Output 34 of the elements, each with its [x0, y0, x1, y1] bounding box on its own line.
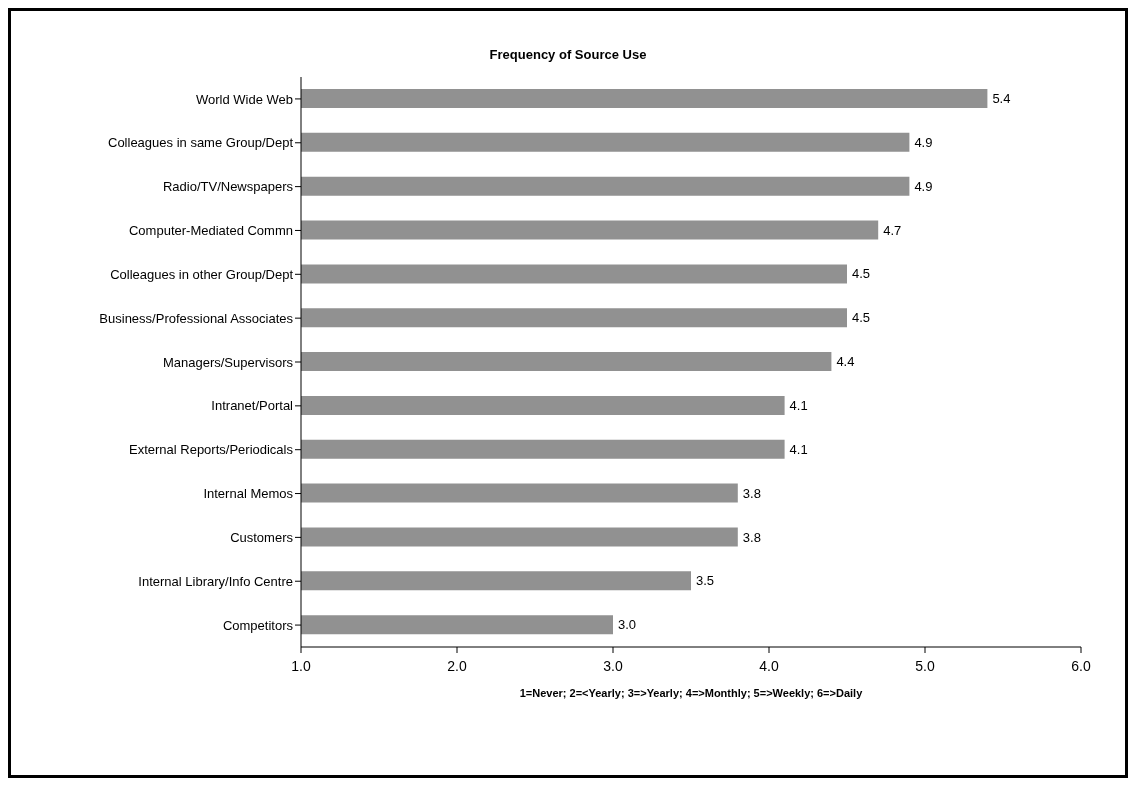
y-tick-label: External Reports/Periodicals — [128, 442, 294, 458]
data-label: 3.8 — [742, 529, 761, 545]
x-tick-label: 1.0 — [291, 657, 311, 674]
data-label: 4.9 — [914, 178, 933, 194]
data-label: 4.4 — [836, 354, 855, 370]
data-label: 5.4 — [992, 91, 1011, 107]
data-label: 3.0 — [618, 617, 637, 633]
x-tick-label: 5.0 — [915, 657, 935, 674]
y-tick-label: Customers — [230, 530, 294, 545]
data-label: 4.1 — [789, 441, 808, 457]
y-tick-label: Business/Professional Associates — [99, 310, 294, 326]
y-tick-label: Managers/Supervisors — [162, 354, 294, 370]
y-tick-label: Competitors — [222, 617, 294, 633]
x-tick-label: 4.0 — [759, 657, 779, 674]
data-label: 4.7 — [883, 222, 902, 238]
y-tick-label: Colleagues in other Group/Dept — [110, 266, 294, 282]
y-tick-label: World Wide Web — [195, 91, 293, 107]
y-tick-label: Colleagues in same Group/Dept — [108, 135, 294, 151]
data-label: 4.5 — [852, 266, 871, 282]
x-tick-label: 3.0 — [603, 657, 623, 674]
data-label: 4.9 — [914, 134, 933, 150]
y-tick-label: Radio/TV/Newspapers — [162, 179, 294, 195]
y-tick-label: Internal Memos — [203, 486, 294, 502]
data-label: 4.5 — [852, 310, 871, 326]
data-label: 3.8 — [742, 485, 761, 501]
y-tick-label: Internal Library/Info Centre — [138, 573, 293, 589]
x-axis-title: 1=Never; 2=<Yearly; 3=>Yearly; 4=>Monthly; 5=>Weekly; 6=>Daily — [519, 687, 864, 699]
y-tick-label: Computer-Mediated Commn — [128, 223, 293, 239]
x-tick-label: 6.0 — [1071, 657, 1091, 674]
x-tick-label: 2.0 — [447, 657, 467, 674]
data-label: 4.1 — [789, 398, 808, 414]
y-tick-label: Intranet/Portal — [211, 398, 294, 414]
data-label: 3.5 — [696, 573, 715, 589]
chart-title: Frequency of Source Use — [488, 47, 648, 64]
